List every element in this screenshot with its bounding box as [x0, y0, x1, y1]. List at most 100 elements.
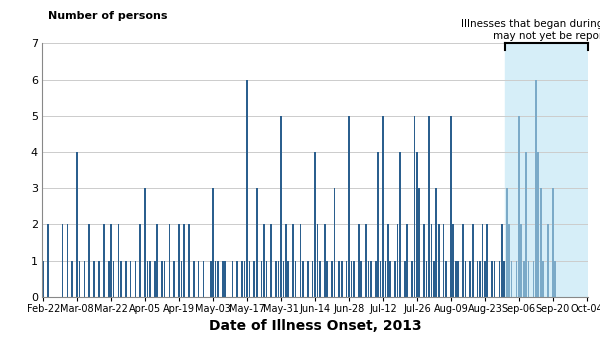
Bar: [503, 261, 505, 297]
Bar: [67, 224, 68, 297]
Bar: [113, 261, 115, 297]
Bar: [506, 188, 508, 297]
Bar: [365, 224, 367, 297]
Bar: [188, 224, 190, 297]
Bar: [287, 261, 289, 297]
Bar: [236, 261, 238, 297]
Bar: [224, 261, 226, 297]
Bar: [178, 224, 180, 297]
Bar: [139, 224, 141, 297]
Bar: [271, 224, 272, 297]
Bar: [43, 261, 44, 297]
Text: Illnesses that began during this time
may not yet be reported: Illnesses that began during this time ma…: [461, 19, 600, 41]
Bar: [348, 116, 350, 297]
Bar: [244, 261, 245, 297]
Bar: [134, 261, 136, 297]
Bar: [324, 224, 326, 297]
Bar: [518, 116, 520, 297]
Bar: [377, 152, 379, 297]
Bar: [482, 224, 483, 297]
Bar: [540, 188, 542, 297]
Bar: [253, 261, 255, 297]
Bar: [457, 261, 459, 297]
Bar: [406, 224, 408, 297]
X-axis label: Date of Illness Onset, 2013: Date of Illness Onset, 2013: [209, 319, 421, 333]
Bar: [547, 224, 549, 297]
Bar: [312, 261, 313, 297]
Bar: [385, 261, 386, 297]
Bar: [341, 261, 343, 297]
Bar: [120, 261, 122, 297]
Bar: [169, 224, 170, 297]
Bar: [263, 224, 265, 297]
Bar: [527, 261, 529, 297]
Bar: [334, 188, 335, 297]
Bar: [285, 224, 287, 297]
Bar: [173, 261, 175, 297]
Bar: [368, 261, 369, 297]
Bar: [212, 188, 214, 297]
Bar: [256, 188, 257, 297]
Bar: [515, 261, 517, 297]
Bar: [317, 224, 318, 297]
Bar: [464, 261, 466, 297]
Bar: [154, 261, 155, 297]
Bar: [499, 261, 500, 297]
Bar: [380, 261, 382, 297]
Bar: [411, 261, 413, 297]
Bar: [520, 224, 522, 297]
Bar: [319, 261, 321, 297]
Bar: [389, 261, 391, 297]
Bar: [508, 224, 510, 297]
Bar: [295, 261, 296, 297]
Bar: [278, 261, 280, 297]
Bar: [472, 224, 473, 297]
Bar: [197, 261, 199, 297]
Bar: [358, 224, 359, 297]
Bar: [542, 261, 544, 297]
Bar: [487, 224, 488, 297]
Bar: [110, 224, 112, 297]
Bar: [215, 261, 217, 297]
Bar: [455, 261, 457, 297]
Bar: [387, 224, 389, 297]
Bar: [404, 261, 406, 297]
Bar: [426, 261, 427, 297]
Bar: [275, 261, 277, 297]
Bar: [98, 261, 100, 297]
Bar: [62, 224, 64, 297]
Bar: [183, 224, 185, 297]
Bar: [283, 261, 284, 297]
Bar: [246, 80, 248, 297]
Bar: [525, 152, 527, 297]
Bar: [232, 261, 233, 297]
Bar: [501, 224, 503, 297]
Bar: [346, 261, 347, 297]
Bar: [431, 224, 433, 297]
Bar: [535, 80, 536, 297]
Bar: [494, 261, 496, 297]
Bar: [103, 224, 105, 297]
Bar: [280, 116, 282, 297]
Text: Number of persons: Number of persons: [48, 11, 167, 21]
Bar: [210, 261, 212, 297]
Bar: [307, 261, 308, 297]
Bar: [71, 261, 73, 297]
Bar: [149, 261, 151, 297]
Bar: [83, 261, 85, 297]
Bar: [331, 261, 333, 297]
Bar: [523, 261, 524, 297]
Bar: [118, 224, 119, 297]
Bar: [413, 116, 415, 297]
Bar: [350, 261, 352, 297]
Bar: [416, 152, 418, 297]
Bar: [79, 261, 80, 297]
Bar: [479, 261, 481, 297]
Bar: [370, 261, 371, 297]
Bar: [88, 224, 90, 297]
Bar: [418, 188, 420, 297]
Bar: [130, 261, 131, 297]
Bar: [217, 261, 219, 297]
Bar: [94, 261, 95, 297]
Bar: [326, 261, 328, 297]
